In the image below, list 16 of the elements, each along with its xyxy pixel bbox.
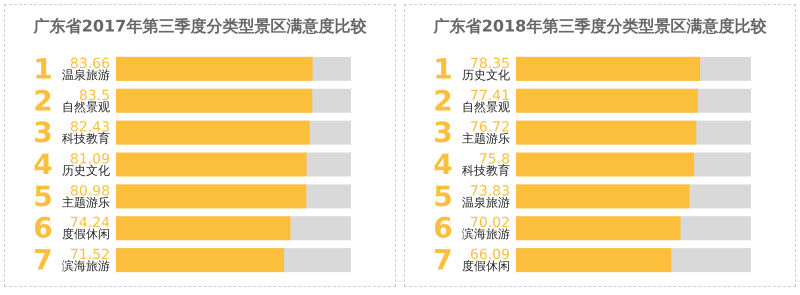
text: 7 [33, 244, 53, 277]
text: 5 [33, 180, 53, 213]
text: 7 [433, 244, 453, 277]
chart-title: 广东省2017年第三季度分类型景区满意度比较 [32, 16, 368, 36]
text: 2 [433, 84, 453, 118]
text: 4 [33, 148, 53, 181]
text: 6 [33, 212, 53, 245]
text: 6 [433, 212, 453, 245]
text: 5 [433, 180, 453, 213]
text: 1 [433, 52, 453, 86]
text: 4 [433, 148, 453, 181]
chart-title: 广东省2018年第三季度分类型景区满意度比较 [432, 16, 768, 36]
text: 3 [33, 116, 53, 150]
text: 1 [33, 52, 53, 86]
text: 3 [433, 116, 453, 150]
text: 2 [33, 84, 53, 118]
